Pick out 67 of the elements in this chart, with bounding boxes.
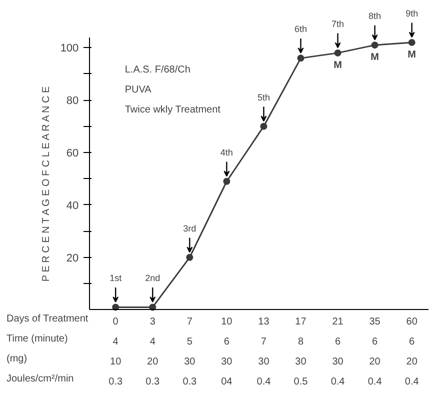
y-tick-label: 60 xyxy=(66,148,79,160)
annotation: M xyxy=(334,60,342,71)
text: 10 xyxy=(110,356,122,368)
point xyxy=(223,178,230,185)
text: 0.4 xyxy=(330,376,346,388)
text: 4 xyxy=(150,336,156,348)
annotation: 7th xyxy=(332,18,344,29)
y-tick-label: 80 xyxy=(66,95,79,108)
x-tick-label: 35 xyxy=(369,316,381,328)
text: PUVA Twice wkly Treatment xyxy=(124,84,221,116)
y-tick-label: 20 xyxy=(66,252,79,264)
text: 20 xyxy=(369,356,381,368)
x-axis-title: Days of Treatment xyxy=(6,314,88,324)
x-tick-label: 21 xyxy=(332,316,344,328)
x-tick-label: 7 xyxy=(186,316,193,328)
text: 20 xyxy=(406,356,418,368)
text: 0.4 xyxy=(256,376,272,388)
annotation: 1st xyxy=(110,273,122,284)
text: 30 xyxy=(258,356,270,368)
text: 30 xyxy=(221,356,233,368)
annotation: 6th xyxy=(294,24,308,34)
text: 30 xyxy=(332,356,344,368)
text: Joules/cm²/min xyxy=(6,374,74,384)
annotation: 8th xyxy=(368,11,382,22)
x-tick-label: 3 xyxy=(150,316,156,328)
text: 30 xyxy=(295,356,307,368)
annotation: 2nd xyxy=(145,273,160,284)
text: 6 xyxy=(409,336,416,348)
x-tick-label: 60 xyxy=(406,316,418,328)
annotation: 9th xyxy=(406,8,418,18)
annotation: 5th xyxy=(257,92,270,102)
text: 30 xyxy=(184,356,196,368)
text: 6 xyxy=(372,336,378,348)
point xyxy=(260,122,268,130)
text: L.A.S. F/68/Ch xyxy=(124,64,190,76)
text: 8 xyxy=(298,336,304,348)
text: 4 xyxy=(112,336,119,348)
text: Time (minute) xyxy=(6,334,68,344)
point xyxy=(408,38,416,46)
text: 5 xyxy=(186,336,193,348)
text: 0.3 xyxy=(182,376,198,388)
text: (mg) xyxy=(6,354,28,364)
text: 20 xyxy=(147,356,159,368)
y-tick-label: 100 xyxy=(60,42,79,55)
point xyxy=(297,54,304,62)
text: 7 xyxy=(260,336,267,348)
point xyxy=(186,254,194,261)
text: 04 xyxy=(221,376,233,388)
annotation: 3rd xyxy=(183,223,196,234)
point xyxy=(371,42,378,49)
annotation: M xyxy=(370,52,379,64)
y-axis-title: P E R C E N T A G E O F C L E A R A N C E xyxy=(41,86,52,282)
text: 6 xyxy=(224,336,230,348)
x-tick-label: 0 xyxy=(112,316,119,328)
text: 0.4 xyxy=(404,376,420,388)
text: 6 xyxy=(334,336,341,348)
text: 0.3 xyxy=(108,376,123,388)
annotation: 4th xyxy=(220,147,233,158)
x-tick-label: 10 xyxy=(221,316,233,328)
text: 0.3 xyxy=(146,376,160,388)
annotation: M xyxy=(408,49,416,60)
x-tick-label: 17 xyxy=(295,316,307,328)
text: 0.5 xyxy=(294,376,308,388)
point xyxy=(334,49,342,56)
x-tick-label: 13 xyxy=(258,316,270,328)
text: 0.4 xyxy=(368,376,382,388)
y-tick-label: 40 xyxy=(66,200,79,212)
